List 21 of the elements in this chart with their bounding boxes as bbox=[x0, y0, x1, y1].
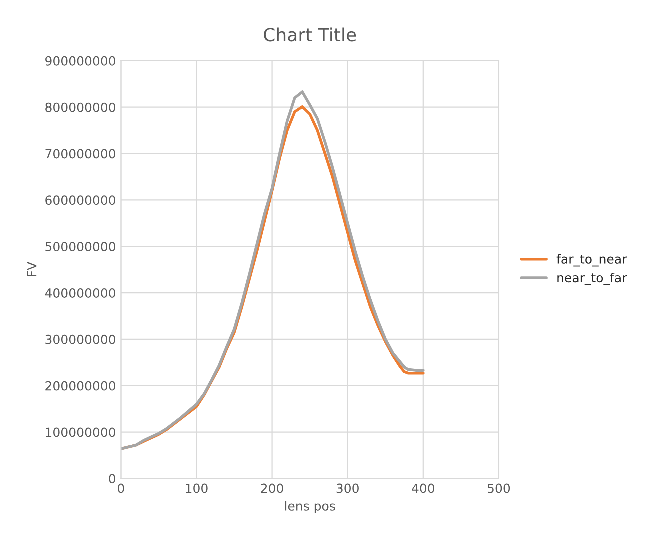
x-tick-label: 0 bbox=[118, 484, 124, 494]
y-tick-label: 400000000 bbox=[45, 288, 116, 298]
y-tick-label: 900000000 bbox=[46, 56, 116, 66]
y-tick-label: 600000000 bbox=[46, 196, 116, 206]
y-tick-label: 0 bbox=[109, 474, 116, 484]
legend-label: near_to_far bbox=[558, 272, 628, 286]
x-tick-label: 100 bbox=[186, 484, 208, 494]
y-tick-label: 200000000 bbox=[46, 381, 116, 391]
y-tick-label: 100000000 bbox=[46, 428, 116, 438]
x-tick-label: 300 bbox=[336, 484, 359, 494]
chart-title: Chart Title bbox=[264, 28, 356, 42]
y-tick-label: 500000000 bbox=[46, 242, 116, 252]
y-tick-label: 700000000 bbox=[46, 149, 116, 159]
x-tick-label: 400 bbox=[412, 484, 434, 494]
x-tick-label: 500 bbox=[488, 484, 510, 494]
y-tick-label: 300000000 bbox=[46, 334, 116, 344]
x-tick-label: 200 bbox=[261, 484, 284, 494]
y-tick-label: 800000000 bbox=[46, 102, 116, 112]
y-axis-title: FV bbox=[27, 262, 37, 276]
legend-label: far_to_near bbox=[556, 254, 628, 267]
x-axis-title: lens pos bbox=[285, 501, 336, 514]
